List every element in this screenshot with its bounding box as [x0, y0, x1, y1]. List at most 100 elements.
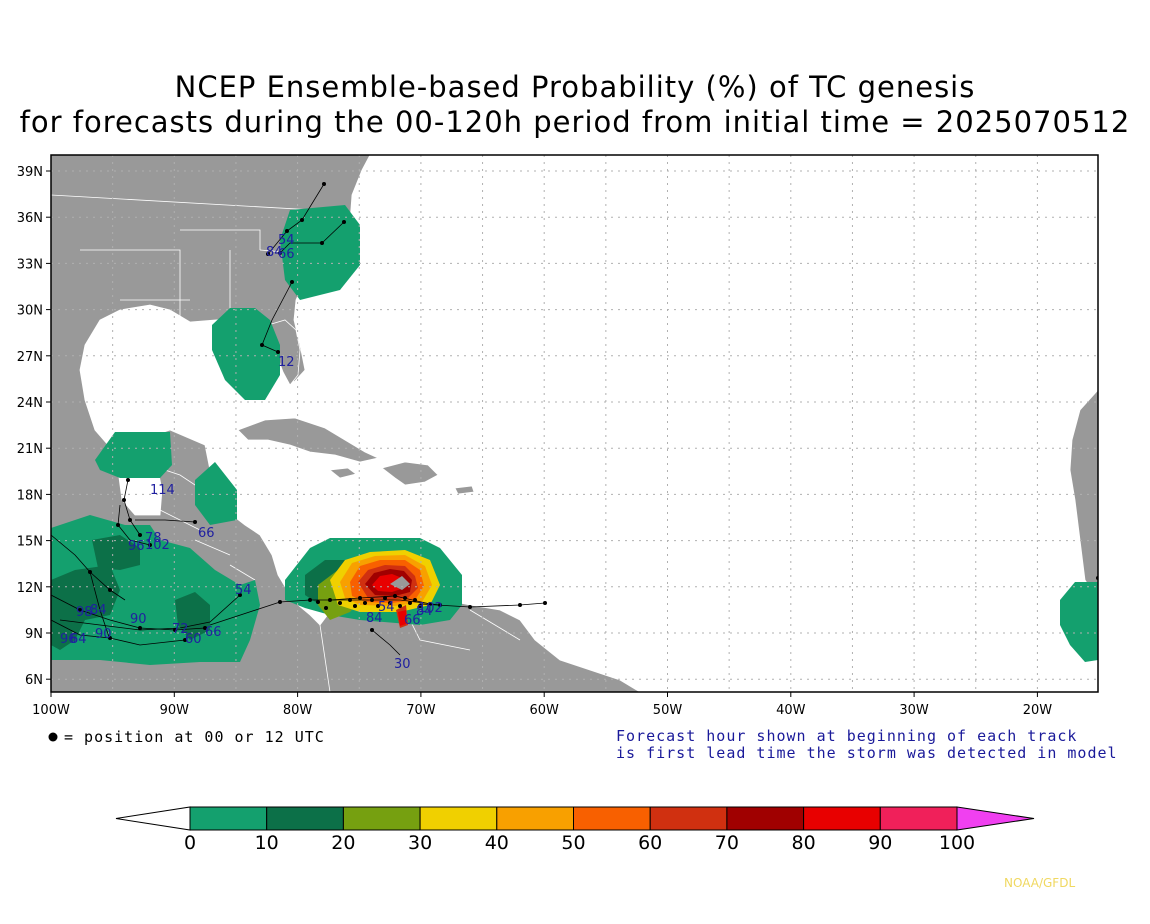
lon-label: 30W: [899, 703, 929, 718]
colorbar-segment: [879, 806, 958, 831]
forecast-hour-label: 54: [278, 233, 295, 248]
credit-label: NOAA/GFDL: [1004, 876, 1076, 890]
forecast-hour-note-line2: is first lead time the storm was detecte…: [616, 744, 1118, 762]
track-point: [260, 343, 264, 347]
track-point: [518, 603, 522, 607]
forecast-hour-label: 96: [60, 632, 77, 647]
colorbar-label: 0: [184, 832, 196, 854]
track-point: [278, 600, 282, 604]
forecast-hour-label: 54: [378, 600, 395, 615]
track-point: [328, 598, 332, 602]
track-point: [388, 601, 392, 605]
forecast-hour-label: 12: [278, 355, 295, 370]
forecast-hour-label: 54: [235, 583, 252, 598]
track-point: [116, 523, 120, 527]
forecast-hour-label: 60: [185, 632, 202, 647]
lat-label: 27N: [17, 350, 43, 365]
forecast-hour-label: 98: [76, 605, 93, 620]
lat-label: 36N: [17, 211, 43, 226]
forecast-hour-label: 66: [404, 613, 421, 628]
track-point: [338, 601, 342, 605]
lat-label: 15N: [17, 535, 43, 550]
forecast-hour-label: 64: [70, 632, 87, 647]
forecast-hour-label: 72: [172, 622, 189, 637]
colorbar-segment: [266, 806, 344, 831]
track-point: [300, 218, 304, 222]
track-point: [348, 598, 352, 602]
colorbar: 0 10 20 30 40 50 60 70 80 90 100: [115, 806, 1035, 854]
chart-title-line2: for forecasts during the 00-120h period …: [19, 105, 1131, 139]
track-point: [342, 220, 346, 224]
track-point: [278, 251, 282, 255]
longitude-labels: 100W 90W 80W 70W 60W 50W 40W 30W 20W: [32, 692, 1052, 718]
track-point: [138, 626, 142, 630]
forecast-hour-label: 96: [128, 539, 145, 554]
chart-title-line1: NCEP Ensemble-based Probability (%) of T…: [174, 70, 976, 104]
lat-label: 6N: [25, 673, 43, 688]
track-point: [193, 520, 197, 524]
colorbar-label: 30: [408, 832, 432, 854]
lat-label: 30N: [17, 304, 43, 319]
lon-label: 90W: [160, 703, 190, 718]
prob-80-90: [372, 574, 406, 626]
forecast-hour-label: 84: [416, 604, 433, 619]
track-points: [78, 182, 1098, 642]
colorbar-segment: [573, 806, 651, 831]
track-point: [183, 638, 187, 642]
track-point: [468, 605, 472, 609]
colorbar-segment: [419, 806, 498, 831]
track-point: [438, 603, 442, 607]
lat-label: 33N: [17, 257, 43, 272]
track-point: [383, 596, 387, 600]
colorbar-label: 60: [638, 832, 662, 854]
colorbar-label: 20: [331, 832, 355, 854]
colorbar-label: 80: [792, 832, 816, 854]
map-area: [51, 155, 1098, 692]
forecast-hour-label: 90: [95, 627, 112, 642]
lon-label: 40W: [776, 703, 806, 718]
lon-label: 20W: [1023, 703, 1053, 718]
track-point: [393, 594, 397, 598]
forecast-hour-label: 114: [150, 483, 175, 498]
colorbar-over-arrow: [956, 806, 1035, 831]
forecast-hour-label: 84: [366, 611, 383, 626]
track-point: [138, 533, 142, 537]
track-point: [408, 601, 412, 605]
track-point: [78, 608, 82, 612]
track-point: [108, 588, 112, 592]
lon-label: 70W: [406, 703, 436, 718]
track-point: [266, 252, 270, 256]
colorbar-label: 70: [715, 832, 739, 854]
track-point: [418, 604, 422, 608]
track-point: [203, 626, 207, 630]
track-point: [363, 601, 367, 605]
colorbar-segment: [649, 806, 728, 831]
lat-label: 24N: [17, 396, 43, 411]
colorbar-segment: [342, 806, 421, 831]
forecast-hour-label: 90: [130, 612, 147, 627]
track-point: [148, 543, 152, 547]
forecast-hour-label: 78: [145, 531, 162, 546]
track-point: [428, 602, 432, 606]
lon-label: 100W: [32, 703, 70, 718]
track-point: [353, 604, 357, 608]
colorbar-segment: [189, 806, 268, 831]
colorbar-segment: [803, 806, 881, 831]
track-point: [358, 596, 362, 600]
lat-label: 12N: [17, 581, 43, 596]
forecast-hour-label: 84: [90, 603, 107, 618]
lon-label: 80W: [283, 703, 313, 718]
position-legend-text: = position at 00 or 12 UTC: [64, 728, 325, 746]
track-point: [238, 593, 242, 597]
forecast-hour-label: 102: [418, 601, 443, 616]
forecast-hour-label: 84: [266, 245, 283, 260]
track-point: [128, 518, 132, 522]
lon-label: 50W: [653, 703, 683, 718]
track-point: [322, 182, 326, 186]
track-point: [88, 570, 92, 574]
track-point: [413, 598, 417, 602]
track-point: [173, 628, 177, 632]
forecast-hour-label: 66: [198, 526, 215, 541]
forecast-hour-label: 66: [278, 247, 295, 262]
